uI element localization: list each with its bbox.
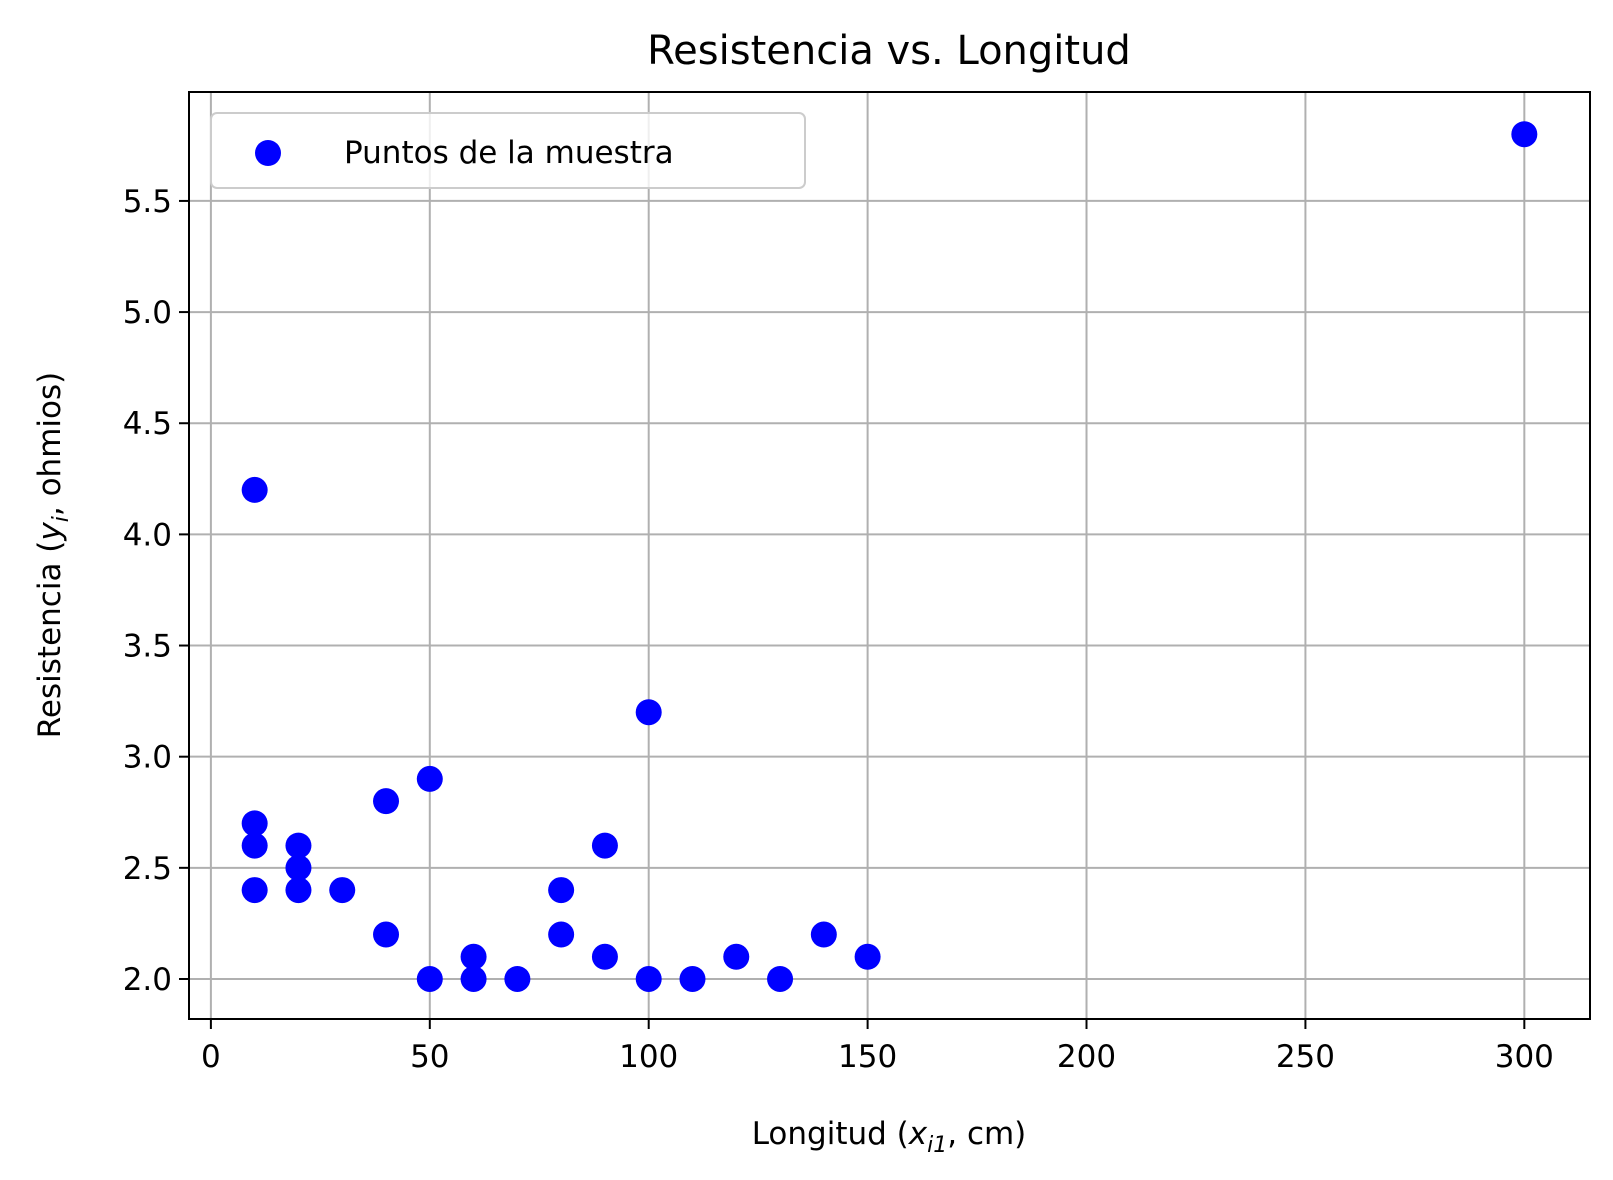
y-tick-label: 4.5 <box>123 406 172 442</box>
y-tick-label: 2.5 <box>123 851 172 887</box>
data-point <box>854 943 881 970</box>
data-point <box>329 877 356 904</box>
plot-frame <box>188 91 1591 1020</box>
y-tick-label: 4.0 <box>123 517 172 553</box>
data-point <box>767 965 794 992</box>
data-point <box>460 943 487 970</box>
data-point <box>285 877 312 904</box>
legend-label: Puntos de la muestra <box>344 135 674 171</box>
data-point <box>285 832 312 859</box>
x-tick-label: 200 <box>1057 1039 1116 1075</box>
legend-box <box>210 112 806 189</box>
y-tick-label: 3.5 <box>123 629 172 665</box>
x-axis-label: Longitud (xi1, cm) <box>752 1116 1027 1158</box>
x-tick-label: 100 <box>619 1039 678 1075</box>
data-point <box>241 877 268 904</box>
x-tick-label: 150 <box>838 1039 897 1075</box>
data-point <box>373 921 400 948</box>
y-tick-label: 5.5 <box>123 184 172 220</box>
data-point <box>548 877 575 904</box>
y-tick-label: 2.0 <box>123 962 172 998</box>
data-point <box>679 965 706 992</box>
x-tick-label: 50 <box>410 1039 449 1075</box>
legend: Puntos de la muestra <box>210 112 806 189</box>
legend-marker <box>255 140 281 166</box>
data-point <box>241 476 268 503</box>
data-point <box>723 943 750 970</box>
data-point <box>416 765 443 792</box>
data-point <box>548 921 575 948</box>
data-points <box>241 121 1538 992</box>
y-axis-label: Resistencia (yi, ohmios) <box>32 372 74 738</box>
data-point <box>416 965 443 992</box>
data-point <box>241 832 268 859</box>
data-point <box>1511 121 1538 148</box>
chart-title: Resistencia vs. Longitud <box>647 28 1131 74</box>
data-point <box>241 810 268 837</box>
data-point <box>810 921 837 948</box>
data-point <box>635 699 662 726</box>
y-tick-label: 5.0 <box>123 295 172 331</box>
grid-lines <box>189 92 1590 1019</box>
axis-ticks: 0 50 100 150 200 250 300 2.0 2.5 3.0 3.5 4.0 4.5 5.0 5… <box>123 184 1554 1075</box>
data-point <box>591 943 618 970</box>
data-point <box>460 965 487 992</box>
data-point <box>591 832 618 859</box>
x-tick-label: 300 <box>1495 1039 1554 1075</box>
data-point <box>504 965 531 992</box>
x-tick-label: 0 <box>201 1039 221 1075</box>
data-point <box>635 965 662 992</box>
x-tick-label: 250 <box>1276 1039 1335 1075</box>
data-point <box>373 788 400 815</box>
y-tick-label: 3.0 <box>123 740 172 776</box>
data-point <box>285 854 312 881</box>
